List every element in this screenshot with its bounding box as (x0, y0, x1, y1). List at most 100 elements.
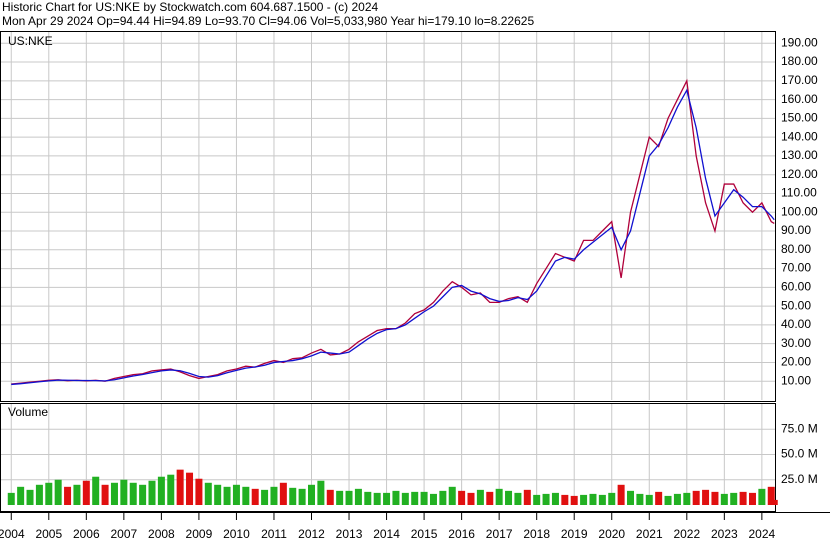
volume-bar (26, 489, 34, 505)
volume-bar (505, 490, 513, 505)
volume-bar (673, 493, 681, 505)
volume-bar (195, 478, 203, 505)
price-panel (0, 31, 776, 402)
y-tick-label: 150.00 (781, 111, 818, 125)
volume-bar (401, 492, 409, 505)
y-tick-label: 60.00 (781, 280, 811, 294)
volume-bar (458, 490, 466, 505)
volume-bar (702, 489, 710, 505)
y-tick-label: 110.00 (781, 186, 817, 200)
volume-bar (223, 486, 231, 505)
volume-bar (627, 490, 635, 505)
y-tick-label: 25.0 M (781, 472, 818, 486)
volume-bar (289, 487, 297, 505)
volume-bar (758, 488, 766, 505)
volume-bar (383, 492, 391, 505)
volume-bar (495, 488, 503, 505)
volume-bar (373, 492, 381, 505)
volume-bar (645, 494, 653, 505)
x-tick-label: 2023 (711, 527, 738, 541)
x-tick-label: 2008 (148, 527, 175, 541)
volume-bar (308, 484, 316, 505)
volume-bar (148, 480, 156, 505)
x-tick-label: 2021 (636, 527, 663, 541)
volume-bar (476, 489, 484, 505)
volume-bar (589, 493, 597, 505)
x-tick-label: 2020 (598, 527, 625, 541)
volume-bar (345, 490, 353, 505)
symbol-label: US:NKE (8, 34, 53, 48)
volume-bar (598, 494, 606, 505)
volume-bar (711, 491, 719, 505)
y-tick-label: 50.0 M (781, 447, 818, 461)
volume-bar (336, 490, 344, 505)
x-tick-label: 2013 (336, 527, 363, 541)
volume-bar (514, 492, 522, 505)
volume-bar (232, 484, 240, 505)
volume-bar (664, 495, 672, 505)
y-tick-label: 160.00 (781, 92, 818, 106)
y-tick-label: 100.00 (781, 204, 818, 218)
volume-bar (92, 476, 100, 505)
volume-bar (298, 488, 306, 505)
volume-bar (101, 484, 109, 505)
x-tick-label: 2006 (73, 527, 100, 541)
volume-bar (73, 484, 81, 505)
volume-bar (770, 499, 778, 505)
x-tick-label: 2012 (298, 527, 325, 541)
volume-bar (35, 484, 43, 505)
volume-bar (157, 476, 165, 505)
x-tick-label: 2009 (186, 527, 213, 541)
x-tick-label: 2019 (561, 527, 588, 541)
volume-bar (176, 469, 184, 505)
y-tick-label: 20.00 (781, 355, 811, 369)
y-tick-label: 30.00 (781, 336, 811, 350)
volume-bar (411, 491, 419, 505)
volume-bar (120, 479, 128, 505)
chart-subtitle: Mon Apr 29 2024 Op=94.44 Hi=94.89 Lo=93.… (2, 14, 534, 28)
volume-bar (186, 472, 194, 505)
x-tick-label: 2015 (411, 527, 438, 541)
volume-bar (767, 486, 775, 505)
volume-bar (45, 482, 53, 505)
volume-bar (542, 493, 550, 505)
x-tick-label: 2004 (0, 527, 25, 541)
volume-bar (608, 492, 616, 505)
volume-bar (561, 494, 569, 505)
volume-bar (533, 494, 541, 505)
volume-bar (204, 482, 212, 505)
x-tick-label: 2017 (486, 527, 513, 541)
volume-bar (580, 494, 588, 505)
x-tick-label: 2010 (223, 527, 250, 541)
x-tick-label: 2024 (749, 527, 776, 541)
y-tick-label: 120.00 (781, 167, 818, 181)
volume-bar (214, 484, 222, 505)
y-tick-label: 140.00 (781, 129, 818, 143)
volume-bar (748, 492, 756, 505)
volume-label: Volume (8, 405, 48, 419)
x-tick-label: 2016 (448, 527, 475, 541)
volume-bar (317, 480, 325, 505)
volume-bar (270, 486, 278, 505)
y-tick-label: 70.00 (781, 261, 811, 275)
y-tick-label: 180.00 (781, 54, 818, 68)
volume-bar (720, 493, 728, 505)
x-tick-label: 2014 (373, 527, 400, 541)
volume-bar (392, 490, 400, 505)
volume-panel (0, 403, 776, 512)
volume-bar (110, 482, 118, 505)
volume-bar (54, 479, 62, 505)
volume-bar (692, 490, 700, 505)
y-tick-label: 80.00 (781, 242, 811, 256)
volume-bar (683, 492, 691, 505)
y-tick-label: 90.00 (781, 223, 811, 237)
volume-bar (326, 489, 334, 505)
x-tick-label: 2018 (523, 527, 550, 541)
volume-bar (354, 488, 362, 505)
x-tick-label: 2007 (110, 527, 137, 541)
volume-bar (730, 492, 738, 505)
volume-bar (139, 484, 147, 505)
volume-bar (617, 484, 625, 505)
volume-bar (523, 489, 531, 505)
volume-bar (570, 495, 578, 505)
